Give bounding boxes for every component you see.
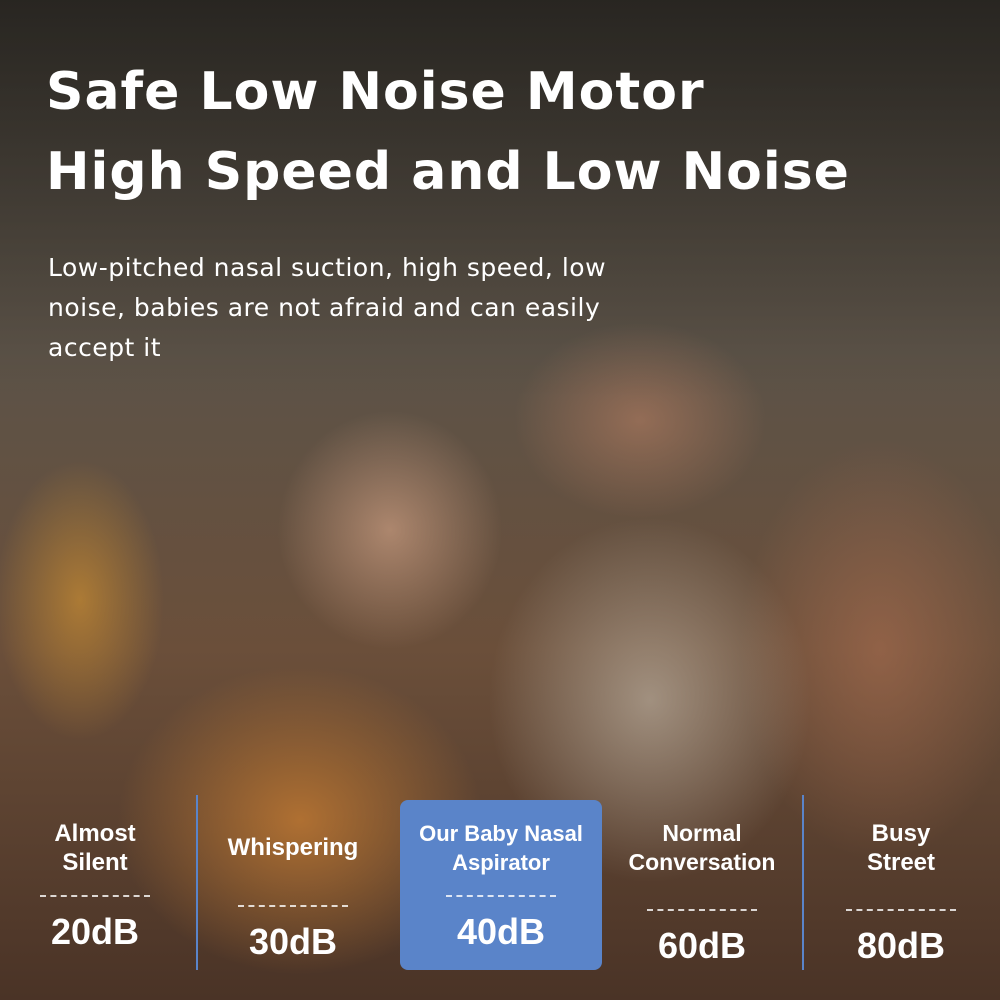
comparison-value: 60dB <box>657 925 747 966</box>
comparison-whispering: Whispering 30dB <box>198 800 388 970</box>
divider <box>196 795 198 970</box>
comparison-value: 30dB <box>248 921 338 962</box>
dashed-divider <box>238 905 348 907</box>
divider <box>802 795 804 970</box>
comparison-normal-conversation: Normal Conversation 60dB <box>602 800 802 970</box>
headline: Safe Low Noise Motor High Speed and Low … <box>46 52 850 212</box>
comparison-label: Normal Conversation <box>628 819 776 875</box>
dashed-divider <box>647 909 757 911</box>
comparison-almost-silent: Almost Silent 20dB <box>0 800 190 970</box>
comparison-busy-street: Busy Street 80dB <box>806 800 996 970</box>
dashed-divider <box>446 895 556 897</box>
comparison-our-product: Our Baby Nasal Aspirator 40dB <box>400 800 602 970</box>
comparison-label: Whispering <box>227 834 359 861</box>
description: Low-pitched nasal suction, high speed, l… <box>48 253 607 362</box>
comparison-value: 80dB <box>856 925 946 966</box>
top-shade <box>0 0 1000 400</box>
comparison-value: 40dB <box>456 911 546 952</box>
dashed-divider <box>846 909 956 911</box>
headline-line-2: High Speed and Low Noise <box>46 142 850 202</box>
comparison-value: 20dB <box>50 911 140 952</box>
dashed-divider <box>40 895 150 897</box>
headline-line-1: Safe Low Noise Motor <box>46 62 705 122</box>
comparison-label: Our Baby Nasal Aspirator <box>419 820 583 875</box>
comparison-label: Busy Street <box>866 819 936 876</box>
comparison-label: Almost Silent <box>54 819 136 876</box>
